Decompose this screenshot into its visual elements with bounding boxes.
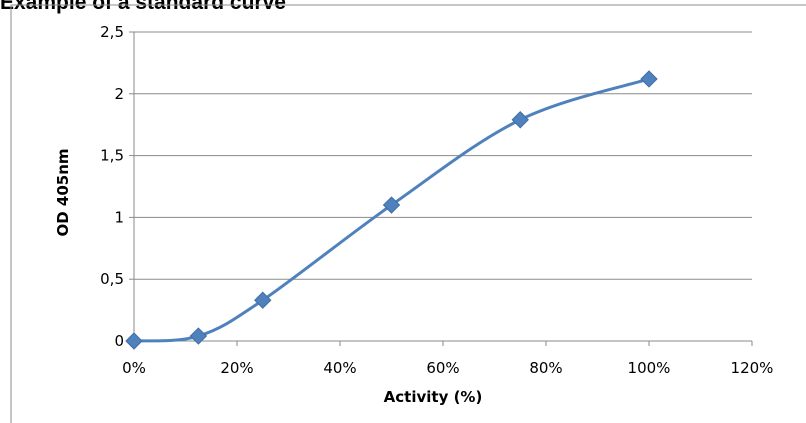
y-tick-label: 0,5 xyxy=(100,270,124,288)
data-point-5 xyxy=(640,70,658,88)
y-axis-title: OD 405nm xyxy=(54,148,72,236)
data-point-3 xyxy=(382,196,401,214)
x-tick-label: 0% xyxy=(122,359,146,377)
x-tick-label: 60% xyxy=(426,359,459,377)
data-point-0 xyxy=(125,332,143,350)
y-tick-label: 2 xyxy=(114,85,124,103)
data-point-2 xyxy=(254,291,272,309)
y-tick-label: 2,5 xyxy=(100,23,124,41)
x-axis-title: Activity (%) xyxy=(384,388,483,406)
chart-title: Example of a standard curve xyxy=(0,0,286,14)
data-point-4 xyxy=(511,111,529,129)
y-tick-label: 1 xyxy=(114,208,124,226)
x-tick-label: 20% xyxy=(220,359,253,377)
chart-border xyxy=(10,4,806,423)
data-point-1 xyxy=(189,327,208,345)
x-tick-label: 120% xyxy=(731,359,774,377)
x-tick-label: 40% xyxy=(323,359,356,377)
y-tick-label: 1,5 xyxy=(100,147,124,165)
x-tick-label: 100% xyxy=(628,359,671,377)
y-tick-label: 0 xyxy=(114,332,124,350)
x-tick-label: 80% xyxy=(529,359,562,377)
